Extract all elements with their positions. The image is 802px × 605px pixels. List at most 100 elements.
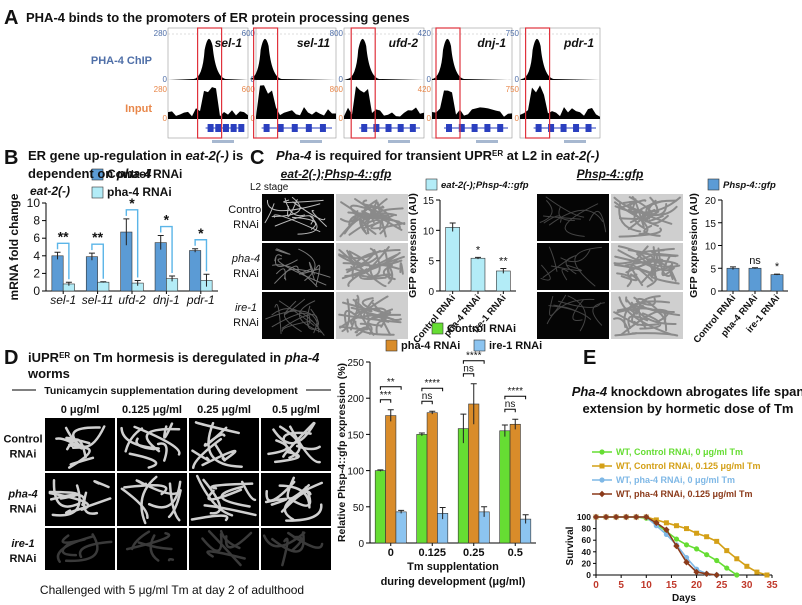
significance: ** xyxy=(92,229,103,245)
title-part: pha-4 xyxy=(284,350,320,365)
worm xyxy=(220,485,251,508)
title-part: Pha-4 xyxy=(572,384,608,399)
caption: Challenged with 5 μg/ml Tm at day 2 of a… xyxy=(40,583,304,597)
worm xyxy=(357,249,381,278)
x-tick-label: 30 xyxy=(741,580,753,591)
bar xyxy=(85,256,98,292)
worm xyxy=(308,261,316,281)
worm xyxy=(564,203,599,237)
y-tick-label: 10 xyxy=(423,226,435,237)
worm xyxy=(572,299,585,322)
worm xyxy=(283,199,324,203)
worm xyxy=(274,215,314,227)
y-tick-label: 0 xyxy=(33,284,40,298)
title-part: at L2 in xyxy=(503,148,556,163)
error-bar xyxy=(475,256,481,260)
y-tick-label: 0 xyxy=(710,287,716,298)
worm xyxy=(128,452,158,469)
legend-swatch xyxy=(431,322,444,335)
worm xyxy=(338,313,402,324)
worm xyxy=(82,491,99,515)
scale-label: 0 xyxy=(515,114,520,123)
column-label: 0.25 μg/ml xyxy=(197,404,251,416)
legend-label: pha-4 RNAi xyxy=(107,185,172,199)
worm xyxy=(376,201,387,238)
y-axis-label: Relative Phsp-4::gfp expression (%) xyxy=(336,363,348,542)
gene-bar xyxy=(476,140,498,143)
promoter-box xyxy=(253,27,279,139)
y-tick-label: 4 xyxy=(33,249,40,263)
title-part: dependent on xyxy=(28,166,117,181)
bar xyxy=(748,267,762,292)
x-axis-label: Days xyxy=(672,593,696,604)
significance: ** xyxy=(499,256,508,268)
worm xyxy=(592,302,605,326)
column-label: 0.125 μg/ml xyxy=(122,404,182,416)
gene-name: ufd-2 xyxy=(389,36,419,50)
marker xyxy=(713,571,720,579)
bracket xyxy=(91,243,104,279)
legend-label: pha-4 RNAi xyxy=(401,340,460,352)
bracket xyxy=(421,387,444,392)
marker xyxy=(599,449,605,455)
significance: **** xyxy=(507,386,523,397)
significance: **** xyxy=(466,351,482,362)
scale-label: 0 xyxy=(339,114,344,123)
worm xyxy=(156,442,168,462)
marker xyxy=(694,530,700,536)
title-part: Pha-4 xyxy=(276,148,312,163)
worm xyxy=(630,264,654,287)
worm xyxy=(281,537,289,567)
marker xyxy=(633,513,640,521)
legend-label: WT, Control RNAi, 0.125 μg/ml Tm xyxy=(616,461,761,471)
worm xyxy=(343,212,398,235)
exon xyxy=(305,124,312,132)
legend-swatch xyxy=(91,186,104,199)
panel-label: D xyxy=(4,347,18,369)
bar xyxy=(385,415,397,544)
worm xyxy=(354,320,395,336)
exon xyxy=(535,124,542,132)
marker xyxy=(724,565,730,571)
worm xyxy=(287,531,324,549)
worm xyxy=(280,490,312,513)
exon xyxy=(497,124,504,132)
x-tick-label: 25 xyxy=(716,580,728,591)
scale-label: 750 xyxy=(506,85,520,94)
worm xyxy=(540,264,551,281)
micrograph xyxy=(261,418,331,471)
panel-title: worms xyxy=(27,366,70,381)
marker xyxy=(612,513,620,521)
bar xyxy=(154,242,167,292)
title-part: iUPR xyxy=(28,350,60,365)
y-tick-label: 100 xyxy=(577,512,591,522)
error-bar xyxy=(418,432,425,436)
title-part: on Tm hormesis is deregulated in xyxy=(70,350,285,365)
x-tick-label: 0 xyxy=(388,547,394,559)
worm xyxy=(342,262,365,271)
input-signal xyxy=(344,86,424,119)
worm xyxy=(64,425,106,448)
bar xyxy=(374,470,386,544)
marker xyxy=(663,526,670,533)
worm xyxy=(219,529,241,550)
worm xyxy=(350,251,401,272)
exon xyxy=(560,124,567,132)
worm xyxy=(539,200,553,223)
worm xyxy=(549,294,567,317)
exon xyxy=(222,124,229,132)
gene-bar xyxy=(564,140,586,143)
survival-line xyxy=(596,516,738,576)
legend-label: Phsp-4::gfp xyxy=(723,180,776,191)
worm xyxy=(140,475,158,525)
worm xyxy=(194,421,240,435)
scale-label: 0 xyxy=(163,75,168,84)
chip-peak xyxy=(432,38,512,80)
title: Pha-4 knockdown abrogates life span xyxy=(572,384,802,399)
worm xyxy=(210,482,254,490)
significance: ** xyxy=(387,377,395,388)
scale-label: 280 xyxy=(154,29,168,38)
y-tick-label: 10 xyxy=(705,242,717,253)
error-bar xyxy=(157,235,164,250)
title-part: ER gene up-regulation in xyxy=(28,148,185,163)
